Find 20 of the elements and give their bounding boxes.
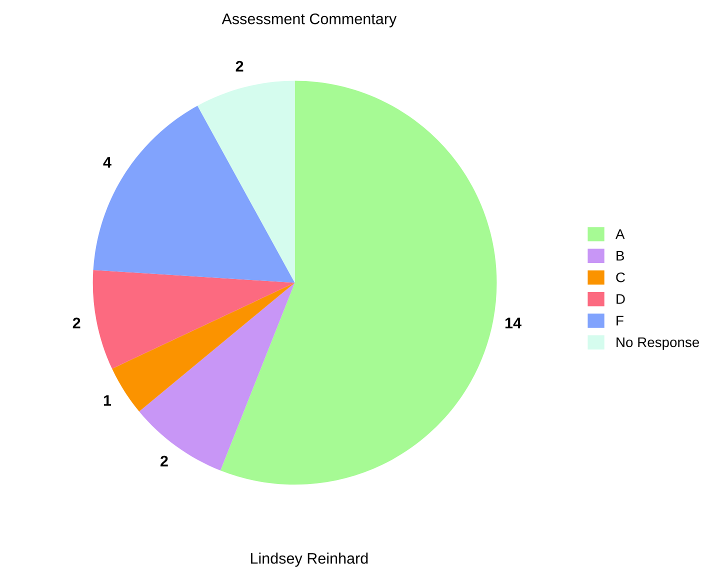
pie-slice [198, 80, 295, 283]
legend-label: F [616, 316, 624, 326]
legend-label: B [616, 250, 624, 261]
data-label: 14 [505, 318, 522, 328]
pie-slice [93, 106, 295, 283]
pie-slice [112, 282, 295, 412]
chart-title: Assessment Commentary [222, 13, 397, 28]
pie-slice [220, 80, 497, 485]
data-label: 4 [103, 157, 112, 168]
data-label: 2 [72, 318, 80, 328]
legend-label: D [616, 294, 625, 304]
legend-label: No Response [616, 337, 700, 350]
text: Lindsey Reinhard [250, 552, 368, 567]
legend-label: A [616, 229, 625, 239]
pie-slice [139, 282, 295, 470]
data-label: 2 [160, 456, 168, 466]
legend-label: C [616, 272, 625, 282]
data-label: 1 [104, 395, 112, 406]
pie-slice [92, 270, 295, 369]
data-label: 2 [236, 60, 244, 72]
